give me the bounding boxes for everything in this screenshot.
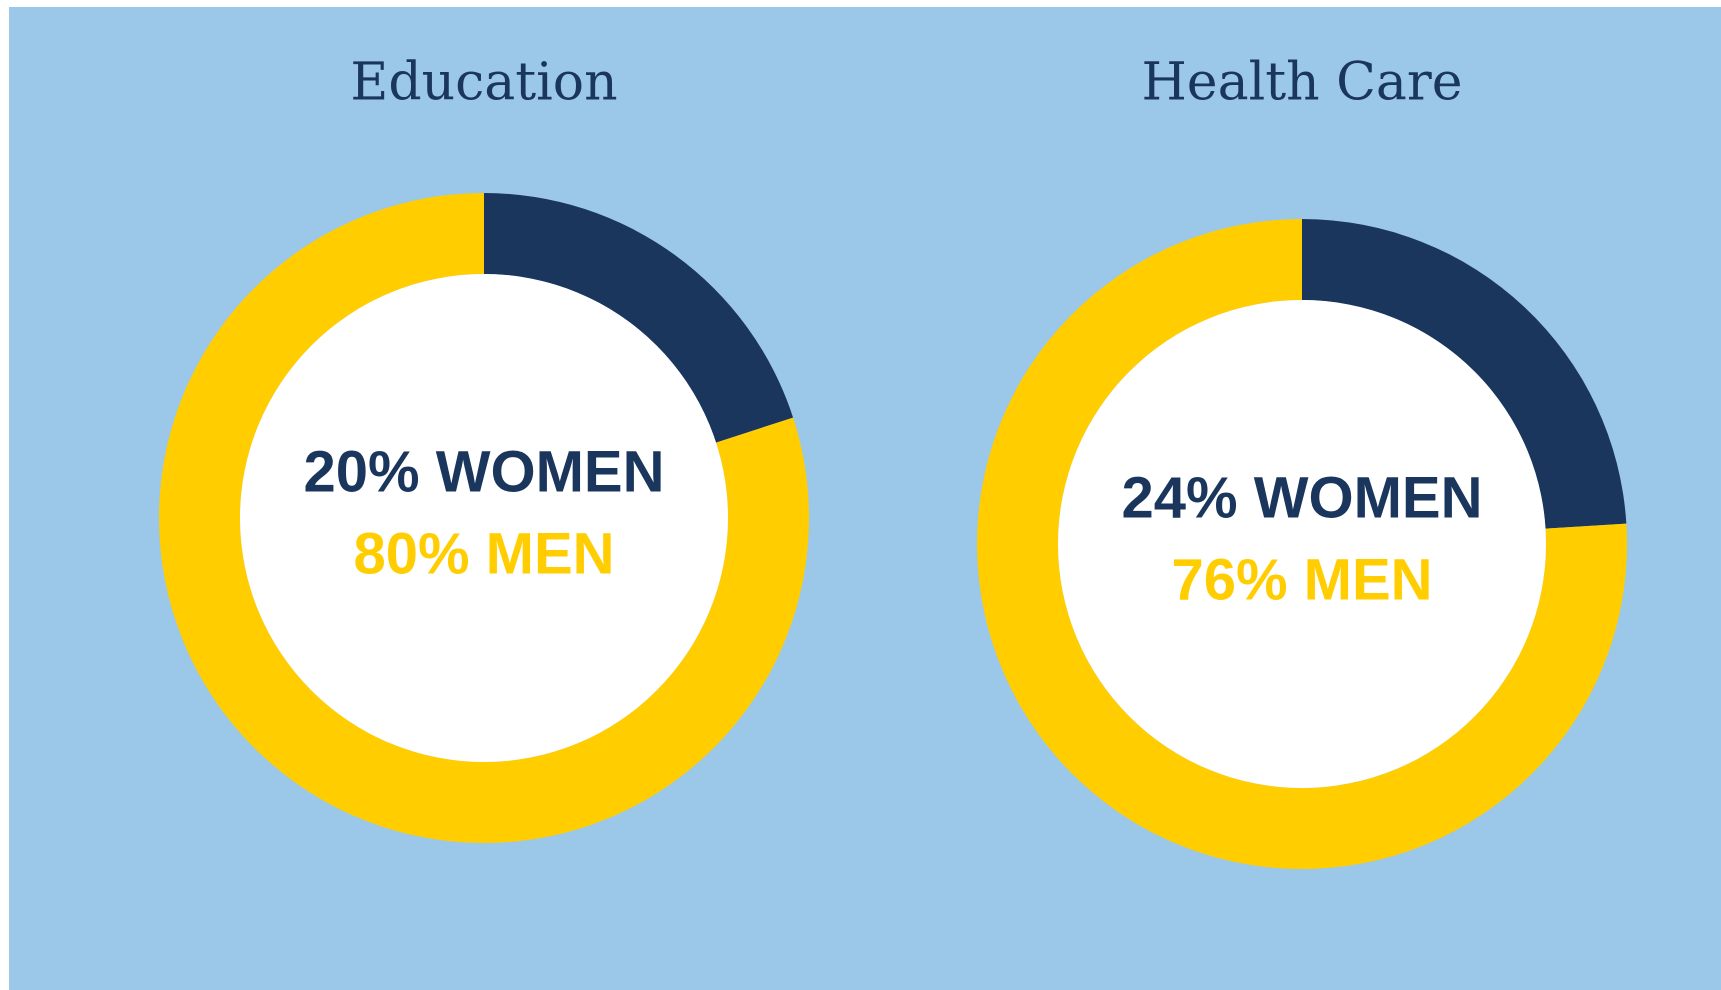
data-label: 20% WOMEN xyxy=(304,439,665,504)
chart-title: Education xyxy=(350,53,617,113)
data-label: 24% WOMEN xyxy=(1122,465,1483,530)
data-label: 80% MEN xyxy=(353,521,614,586)
donut-segment xyxy=(484,193,794,443)
donut-hole xyxy=(240,274,728,762)
data-label: 76% MEN xyxy=(1171,547,1432,612)
donut-hole xyxy=(1058,300,1546,788)
chart-title: Health Care xyxy=(1141,53,1462,113)
donut-segment xyxy=(1302,219,1627,529)
